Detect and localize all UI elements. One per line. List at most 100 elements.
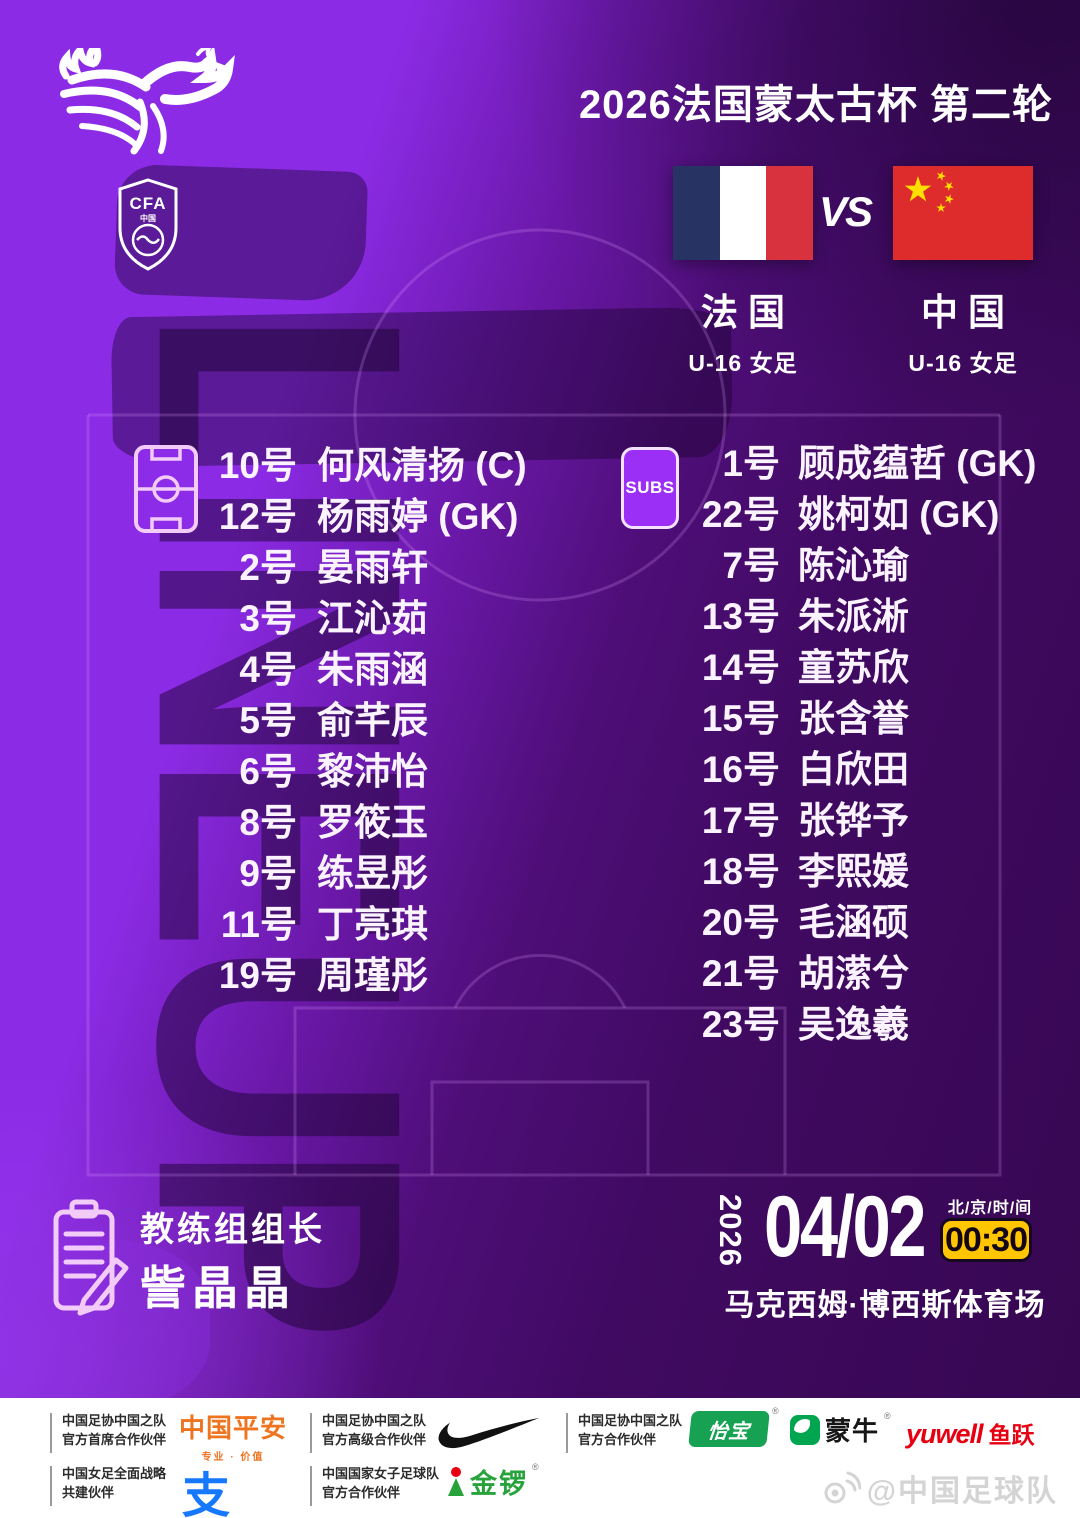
player-name: 何风清扬 (C) [317, 445, 527, 486]
mengniu-registered-mark: ® [884, 1411, 891, 1421]
player-row: 15号 张含誉 [560, 693, 1080, 744]
player-name: 吴逸羲 [798, 1004, 909, 1045]
jinluo-logo: 金锣 ® [446, 1462, 539, 1501]
player-row: 20号 毛涵硕 [560, 897, 1080, 948]
player-row: 9号 练昱彤 [0, 848, 560, 899]
player-number: 12号 [218, 496, 297, 537]
player-name: 白欣田 [798, 749, 909, 790]
player-number: 10号 [218, 445, 297, 486]
starting-xi-pitch-icon [133, 444, 199, 539]
player-number: 18号 [701, 851, 780, 892]
player-row: 1号 顾成蕴哲 (GK) [560, 438, 1080, 489]
weibo-watermark: @中国足球队 [821, 1466, 1058, 1510]
player-name: 胡潆兮 [798, 953, 909, 994]
player-number: 2号 [239, 547, 297, 588]
player-name: 童苏欣 [798, 647, 909, 688]
partner4-line1: 中国女足全面战略 [62, 1466, 167, 1481]
partner3-text: 中国足协中国之队 官方合作伙伴 [578, 1412, 682, 1450]
match-title: 2026法国蒙太古杯 第二轮 [578, 83, 1054, 127]
home-team-label: 法国 U-16 女足 [653, 282, 833, 378]
grunge-light-blob [0, 1240, 210, 1410]
subs-badge: SUBS [621, 447, 679, 529]
player-row: 18号 李熙媛 [560, 846, 1080, 897]
player-row: 13号 朱派淅 [560, 591, 1080, 642]
player-row: 6号 黎沛怡 [0, 746, 560, 797]
player-row: 14号 童苏欣 [560, 642, 1080, 693]
crest-sub-text: 中国 [140, 214, 156, 223]
player-number: 3号 [239, 598, 297, 639]
jinluo-registered-mark: ® [532, 1462, 539, 1472]
home-team-sub: U-16 女足 [688, 350, 798, 376]
player-name: 张铧予 [798, 800, 909, 841]
player-number: 14号 [701, 647, 780, 688]
divider [566, 1413, 568, 1453]
player-name: 周瑾彤 [317, 955, 428, 996]
player-name: 杨雨婷 (GK) [317, 496, 519, 537]
player-number: 13号 [701, 596, 780, 637]
match-year: 2026 [713, 1194, 748, 1267]
subs-list: 1号 顾成蕴哲 (GK) 22号 姚柯如 (GK) 7号 陈沁瑜 13号 朱派淅… [560, 438, 1080, 1050]
player-name: 李熙媛 [798, 851, 909, 892]
cfa-logo: CFA 中国 [48, 40, 248, 271]
player-row: 10号 何风清扬 (C) [0, 440, 560, 491]
partner4-text: 中国女足全面战略 共建伙伴 [62, 1465, 166, 1503]
player-row: 2号 晏雨轩 [0, 542, 560, 593]
cfa-crest: CFA 中国 [113, 176, 183, 276]
starters-list: 10号 何风清扬 (C) 12号 杨雨婷 (GK) 2号 晏雨轩 3号 江沁茹 … [0, 440, 560, 1001]
player-name: 晏雨轩 [317, 547, 428, 588]
player-row: 23号 吴逸羲 [560, 999, 1080, 1050]
jinluo-icon [446, 1466, 466, 1497]
partner3-line2: 官方合作伙伴 [578, 1431, 657, 1447]
player-number: 23号 [701, 1004, 780, 1045]
player-name: 丁亮琪 [317, 904, 428, 945]
nike-swoosh-icon [436, 1416, 542, 1459]
player-row: 8号 罗筱玉 [0, 797, 560, 848]
timezone-label: 北/京/时/间 [947, 1200, 1033, 1217]
player-row: 4号 朱雨涵 [0, 644, 560, 695]
player-row: 22号 姚柯如 (GK) [560, 489, 1080, 540]
player-row: 21号 胡潆兮 [560, 948, 1080, 999]
player-row: 19号 周瑾彤 [0, 950, 560, 1001]
france-flag-icon [673, 166, 813, 260]
player-name: 练昱彤 [317, 853, 428, 894]
phoenix-icon [59, 40, 235, 155]
partner5-line1: 中国国家女子足球队 [322, 1466, 440, 1481]
partner1-line1: 中国足协中国之队 [62, 1413, 167, 1428]
mengniu-logo: 蒙牛 ® [790, 1411, 891, 1448]
home-team-name: 法国 [701, 292, 795, 333]
partner5-text: 中国国家女子足球队 官方合作伙伴 [322, 1465, 439, 1503]
player-number: 16号 [701, 749, 780, 790]
china-flag-icon [893, 166, 1033, 260]
pingan-wordmark: 中国平安 [178, 1413, 287, 1443]
partner1-line2: 官方首席合作伙伴 [62, 1431, 167, 1447]
partner4-line2: 共建伙伴 [62, 1484, 115, 1500]
partner3-line1: 中国足协中国之队 [578, 1413, 683, 1428]
player-name: 张含誉 [798, 698, 909, 739]
divider [310, 1413, 312, 1453]
away-team-label: 中国 U-16 女足 [873, 282, 1053, 378]
player-number: 9号 [239, 853, 297, 894]
player-row: 7号 陈沁瑜 [560, 540, 1080, 591]
player-row: 16号 白欣田 [560, 744, 1080, 795]
partner1-text: 中国足协中国之队 官方首席合作伙伴 [62, 1412, 166, 1450]
mengniu-icon [790, 1414, 820, 1445]
player-row: 17号 张铧予 [560, 795, 1080, 846]
player-name: 罗筱玉 [317, 802, 428, 843]
player-number: 6号 [239, 751, 297, 792]
player-number: 5号 [239, 700, 297, 741]
divider [50, 1413, 52, 1453]
player-number: 19号 [218, 955, 297, 996]
player-number: 11号 [220, 904, 297, 945]
player-name: 黎沛怡 [317, 751, 428, 792]
player-row: 11号 丁亮琪 [0, 899, 560, 950]
yibao-logo: 怡宝 [688, 1411, 770, 1447]
yuwell-wordmark-en: yuwell [906, 1419, 984, 1449]
player-name: 江沁茹 [317, 598, 428, 639]
yibao-registered-mark: ® [772, 1406, 779, 1416]
pingan-logo: 中国平安 专业 · 价值 [178, 1408, 288, 1463]
player-name: 俞芊辰 [317, 700, 428, 741]
player-name: 顾成蕴哲 (GK) [798, 443, 1037, 484]
yibao-wordmark: 怡宝 [706, 1420, 751, 1443]
